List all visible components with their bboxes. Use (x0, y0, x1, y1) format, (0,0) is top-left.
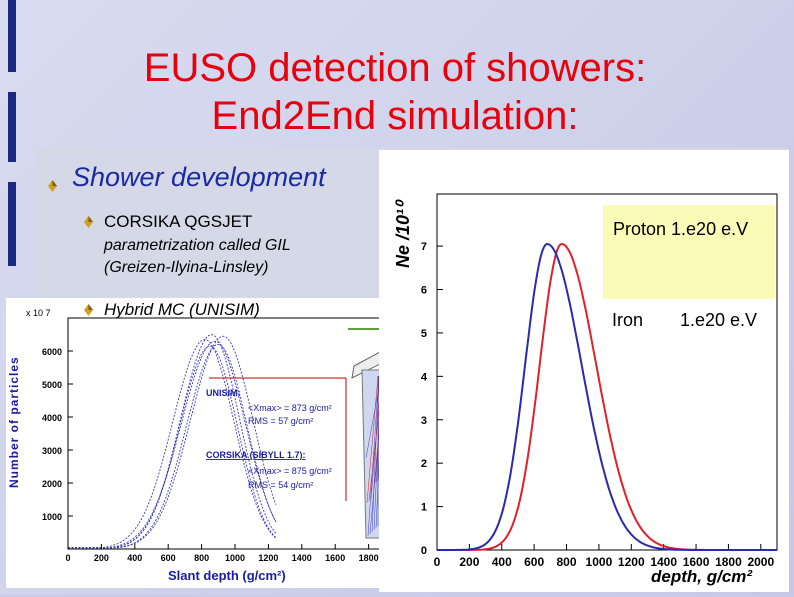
right-x-tick-label: 400 (492, 555, 512, 569)
left-y-tick-label: 3000 (42, 446, 62, 456)
title-line-2: End2End simulation: (212, 94, 579, 138)
right-x-tick-label: 600 (524, 555, 544, 569)
bullet-corsika-sub1: parametrization called GIL (104, 236, 291, 256)
bullet-shower-development: Shower development (72, 162, 326, 193)
left-y-multiplier: x 10 7 (26, 308, 51, 318)
left-y-axis-label: Number of particles (7, 356, 21, 488)
right-y-axis-label: Ne /10¹⁰ (393, 199, 413, 268)
right-y-tick-label: 7 (421, 241, 427, 253)
left-x-tick-label: 400 (127, 553, 142, 563)
right-y-tick-label: 0 (421, 545, 427, 557)
right-y-tick-label: 2 (421, 458, 427, 470)
slide-title: EUSO detection of showers: End2End simul… (60, 44, 730, 140)
unisim-label: UNISIM: (206, 388, 241, 398)
bullet-icon (48, 180, 57, 192)
right-x-tick-label: 0 (434, 555, 441, 569)
legend-proton: Proton 1.e20 e.V (613, 219, 748, 240)
right-y-tick-label: 6 (421, 285, 427, 297)
right-y-tick-label: 1 (421, 502, 427, 514)
legend-iron: Iron (612, 310, 643, 331)
left-y-tick-label: 1000 (42, 512, 62, 522)
left-y-tick-label: 2000 (42, 479, 62, 489)
sidebar-stripe (8, 92, 16, 162)
left-chart: 1000 2000 3000 4000 5000 6000 0 200 400 600 800 10… (6, 298, 410, 588)
left-chart-svg: 1000 2000 3000 4000 5000 6000 0 200 400 600 800 10… (6, 298, 410, 588)
left-y-tick-label: 5000 (42, 380, 62, 390)
left-series-3 (68, 344, 276, 547)
bullet-corsika: CORSIKA QGSJET (104, 212, 252, 232)
legend-box: Proton 1.e20 e.V (603, 205, 775, 299)
left-series-5 (68, 346, 276, 548)
sidebar-stripe (8, 182, 16, 266)
bullet-corsika-sub2: (Greizen-Ilyina-Linsley) (104, 258, 269, 278)
legend-iron-energy: 1.e20 e.V (680, 310, 757, 331)
left-series-1 (68, 335, 276, 548)
right-y-tick-label: 3 (421, 415, 427, 427)
right-x-tick-label: 1000 (586, 555, 613, 569)
left-x-tick-label: 1200 (258, 553, 278, 563)
left-x-tick-label: 1600 (325, 553, 345, 563)
left-y-tick-label: 4000 (42, 413, 62, 423)
title-line-1: EUSO detection of showers: (144, 46, 646, 90)
left-x-tick-label: 1800 (359, 553, 379, 563)
left-x-tick-label: 1000 (225, 553, 245, 563)
left-series-2 (68, 341, 276, 548)
left-x-tick-label: 0 (65, 553, 70, 563)
bullet-icon (84, 304, 93, 316)
right-x-axis-label: depth, g/cm² (651, 567, 753, 586)
unisim-xmax: <Xmax> = 873 g/cm² (248, 403, 332, 413)
right-x-tick-label: 200 (459, 555, 479, 569)
left-series-4 (68, 336, 276, 548)
bullet-hybrid-mc: Hybrid MC (UNISIM) (104, 300, 260, 320)
corsika-rms: RMS = 54 g/cm² (248, 480, 313, 490)
left-x-axis-label: Slant depth (g/cm²) (168, 568, 286, 583)
bullet-icon (84, 216, 93, 228)
left-y-tick-label: 6000 (42, 347, 62, 357)
left-x-tick-label: 800 (194, 553, 209, 563)
right-y-tick-label: 4 (421, 371, 428, 383)
corsika-xmax: <Xmax> = 875 g/cm² (248, 466, 332, 476)
unisim-rms: RMS = 57 g/cm² (248, 416, 313, 426)
right-x-tick-label: 1200 (618, 555, 645, 569)
right-x-tick-label: 800 (557, 555, 577, 569)
left-x-tick-label: 200 (94, 553, 109, 563)
right-y-tick-label: 5 (421, 328, 427, 340)
left-x-tick-label: 1400 (292, 553, 312, 563)
corsika-label: CORSIKA (SIBYLL 1.7): (206, 450, 306, 460)
sidebar-stripe (8, 0, 16, 72)
left-x-tick-label: 600 (161, 553, 176, 563)
